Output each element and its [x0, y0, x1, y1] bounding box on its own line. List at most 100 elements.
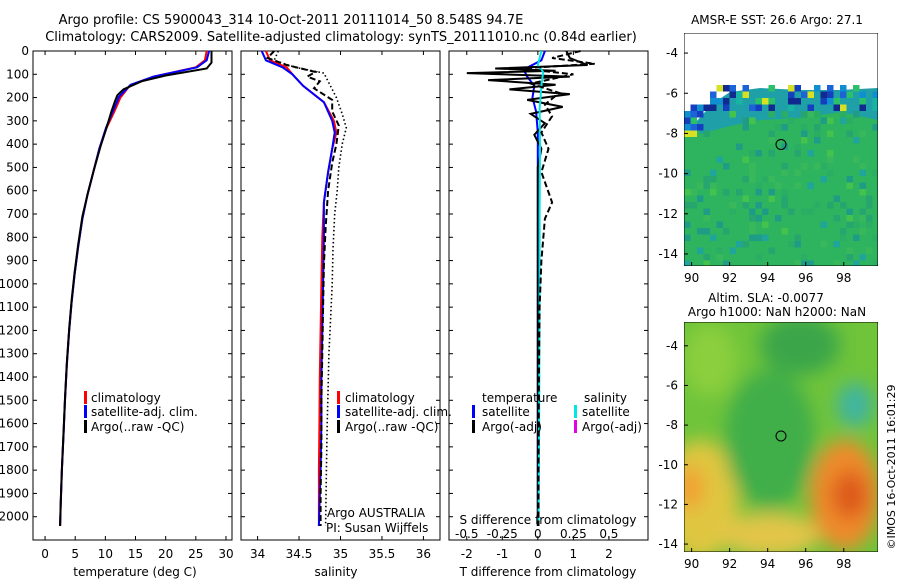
depth-tick-label: 1400 — [0, 370, 29, 384]
x-tick-label: -1 — [496, 547, 508, 561]
sla-map-title-line1: Altim. SLA: -0.0077 — [708, 291, 824, 305]
sst-cell — [801, 208, 808, 215]
sst-cell — [736, 241, 743, 248]
sst-cell — [846, 91, 853, 98]
sst-cell — [736, 98, 743, 105]
lon-tick-label: 94 — [760, 271, 775, 285]
sst-cell — [684, 234, 691, 241]
sst-cell — [690, 202, 697, 209]
sst-cell — [697, 247, 704, 254]
x-tick-label: 35.5 — [369, 547, 396, 561]
legend-label-temp-argo: Argo(-adj) — [482, 420, 542, 434]
sst-cell — [781, 163, 788, 170]
sst-cell — [723, 85, 730, 92]
sst-cell — [690, 189, 697, 196]
x-tick-label: 34.5 — [286, 547, 313, 561]
sst-map-title: AMSR-E SST: 26.6 Argo: 27.1 — [691, 13, 863, 27]
lat-tick-label: -14 — [658, 537, 678, 551]
sst-cell — [729, 91, 736, 98]
legend-swatch-climatology — [337, 391, 340, 404]
series-line-climatology — [59, 50, 208, 527]
sst-cell — [742, 117, 749, 124]
sla-orange-west-core — [684, 466, 704, 510]
legend-swatch-sal-argo — [574, 420, 577, 433]
sst-cell — [755, 150, 762, 157]
sst-heatmap — [684, 33, 878, 266]
sst-cell — [827, 98, 834, 105]
lat-tick-label: -12 — [658, 497, 678, 511]
sst-cell — [690, 130, 697, 137]
sst-cell — [859, 254, 866, 261]
float-owner-label: Argo AUSTRALIA — [327, 506, 426, 520]
sst-cell — [755, 202, 762, 209]
difference-panel: -2 -1 0 1 2 -0.5 -0.25 0 0.25 0.5 S difference f… — [448, 50, 649, 579]
sst-cell — [807, 208, 814, 215]
sst-cell — [749, 208, 756, 215]
sst-cell — [755, 98, 762, 105]
depth-tick-label: 300 — [6, 114, 29, 128]
lat-tick-label: -14 — [658, 247, 678, 261]
legend-label-satellite: satellite-adj. clim. — [345, 405, 452, 419]
sst-cell — [840, 85, 847, 92]
sst-cell — [794, 98, 801, 105]
sst-cell — [788, 208, 795, 215]
sst-cell — [775, 182, 782, 189]
lat-tick-label: -6 — [666, 378, 678, 392]
s-diff-tick-label: -0.5 — [455, 527, 478, 541]
sst-cell — [859, 130, 866, 137]
sst-cell — [814, 163, 821, 170]
series-line-climatology — [264, 50, 338, 526]
depth-tick-label: 1100 — [0, 300, 29, 314]
sst-cell — [853, 111, 860, 118]
sst-cell — [755, 182, 762, 189]
lon-tick-label: 92 — [722, 271, 737, 285]
sla-green-north — [760, 322, 840, 375]
salinity-xlabel: salinity — [314, 565, 357, 579]
sst-cell — [762, 234, 769, 241]
temperature-panel: 0100200300400500600700800900100011001200… — [0, 44, 648, 579]
legend-swatch-sal-satellite — [574, 405, 577, 418]
salinity-lines — [260, 50, 348, 527]
sst-cell — [749, 176, 756, 183]
depth-tick-label: 1000 — [0, 277, 29, 291]
sst-cell — [827, 91, 834, 98]
depth-tick-label: 200 — [6, 91, 29, 105]
sst-cell — [866, 195, 873, 202]
sst-cell — [755, 215, 762, 222]
sst-cell — [807, 182, 814, 189]
sst-cell — [729, 85, 736, 92]
difference-lines — [466, 50, 595, 527]
salinity-legend: climatology satellite-adj. clim. Argo(..… — [337, 391, 452, 434]
sst-cell — [820, 91, 827, 98]
sst-cell — [742, 241, 749, 248]
depth-tick-label: 1700 — [0, 440, 29, 454]
sst-cell — [742, 195, 749, 202]
lon-tick-label: 90 — [684, 271, 699, 285]
sst-cell — [833, 195, 840, 202]
sst-cell — [742, 156, 749, 163]
sst-cell — [684, 260, 691, 266]
legend-label-argo: Argo(..raw -QC) — [91, 420, 184, 434]
sst-cell — [788, 98, 795, 105]
lon-tick-label: 96 — [798, 557, 813, 571]
sst-cell — [736, 91, 743, 98]
sst-cell — [794, 143, 801, 150]
x-tick-label: 0 — [41, 547, 49, 561]
sst-cell — [697, 182, 704, 189]
sst-cell — [716, 156, 723, 163]
x-tick-label: 34 — [250, 547, 265, 561]
depth-tick-label: 700 — [6, 207, 29, 221]
sst-cell — [768, 137, 775, 144]
sst-cell — [781, 189, 788, 196]
x-tick-label: 0 — [534, 547, 542, 561]
s-difference-tick-labels: -0.5 -0.25 0 0.25 0.5 — [455, 527, 618, 541]
temperature-axes-frame — [32, 50, 233, 541]
sst-cell — [755, 254, 762, 261]
sst-cell — [768, 104, 775, 111]
depth-tick-label: 2000 — [0, 510, 29, 524]
sst-cell — [710, 169, 717, 176]
lat-tick-label: -6 — [666, 86, 678, 100]
sst-cell — [801, 111, 808, 118]
sst-cell — [781, 111, 788, 118]
